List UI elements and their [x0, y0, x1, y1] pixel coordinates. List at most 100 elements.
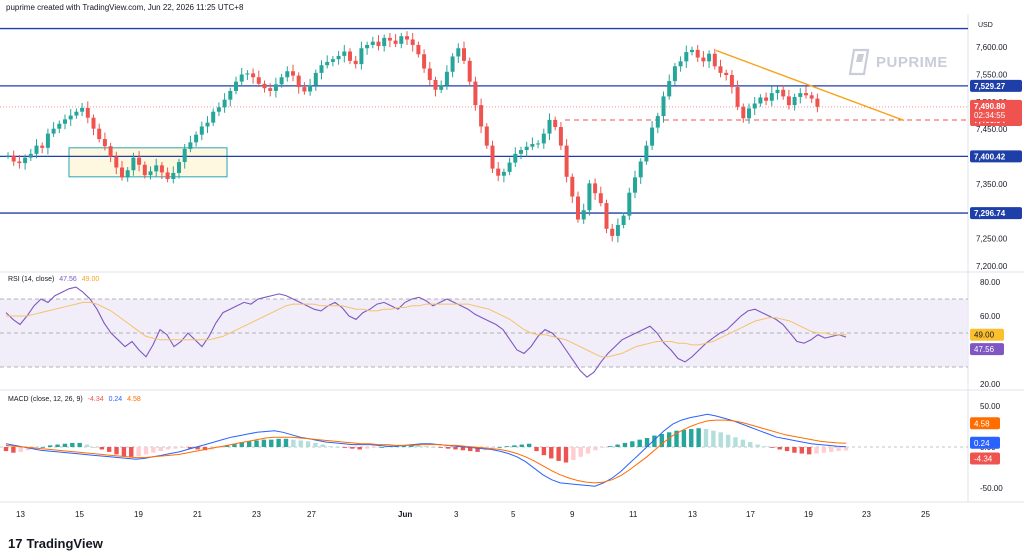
candle-body	[399, 36, 404, 44]
macd-histogram-bar	[652, 435, 657, 447]
countdown-label: 02:34:55	[974, 111, 1006, 120]
macd-histogram-bar	[239, 442, 244, 447]
macd-histogram-bar	[202, 447, 208, 451]
macd-value-tag-label: 4.58	[974, 419, 990, 428]
macd-histogram-bar	[578, 447, 583, 457]
macd-histogram-bar	[40, 447, 46, 448]
candle-body	[57, 123, 62, 129]
level-price-tag-label: 7,296.74	[974, 209, 1006, 218]
time-tick-label: 13	[688, 510, 697, 519]
time-tick-label: 25	[921, 510, 930, 519]
candle-body	[439, 85, 444, 90]
rsi-tag-label: 47.56	[974, 345, 995, 354]
macd-histogram-bar	[99, 447, 104, 450]
macd-histogram-bar	[512, 445, 517, 447]
candle-body	[570, 176, 575, 197]
candle-body	[735, 87, 740, 107]
macd-histogram-bar	[718, 432, 723, 447]
macd-histogram-bar	[11, 447, 16, 453]
candle-body	[251, 73, 256, 78]
tradingview-mark-icon: 17	[8, 536, 23, 551]
candle-body	[604, 203, 609, 229]
candle-body	[336, 55, 341, 60]
macd-histogram-bar	[644, 438, 650, 447]
candle-body	[427, 68, 432, 80]
candle-body	[558, 127, 563, 146]
candle-body	[707, 53, 712, 62]
macd-histogram-bar	[276, 438, 281, 447]
macd-histogram-bar	[571, 447, 576, 461]
candle-body	[137, 157, 142, 165]
time-tick-label: 27	[307, 510, 316, 519]
candle-body	[228, 90, 233, 100]
macd-histogram-bar	[777, 447, 782, 450]
macd-histogram-bar	[630, 441, 635, 447]
rsi-tick-label: 20.00	[980, 380, 1001, 389]
macd-histogram-bar	[711, 430, 716, 447]
candle-body	[672, 66, 677, 82]
candle-body	[256, 77, 261, 84]
candle-body	[690, 49, 694, 53]
candle-body	[171, 172, 176, 180]
macd-histogram-bar	[497, 447, 502, 448]
candle-body	[627, 192, 632, 216]
candle-body	[655, 116, 660, 128]
candle-body	[798, 93, 803, 97]
macd-histogram-bar	[475, 447, 480, 452]
candle-body	[638, 161, 643, 178]
downtrend-line	[715, 49, 905, 122]
candle-body	[786, 96, 791, 106]
candle-body	[148, 171, 153, 176]
time-tick-label: 17	[746, 510, 755, 519]
macd-histogram-bar	[556, 447, 561, 461]
macd-histogram-bar	[519, 444, 524, 447]
macd-histogram-bar	[703, 429, 709, 447]
candle-body	[576, 196, 580, 220]
rsi-tag	[970, 343, 1004, 356]
candle-body	[712, 53, 717, 67]
candle-body	[444, 71, 449, 86]
time-tick-label: 3	[454, 510, 459, 519]
candle-body	[342, 51, 347, 56]
candle-body	[239, 74, 244, 82]
price-tick-label: 7,600.00	[976, 43, 1008, 52]
macd-histogram-bar	[836, 447, 841, 452]
macd-value-tag	[970, 436, 1000, 449]
candle-body	[125, 170, 130, 178]
candle-body	[11, 155, 16, 162]
macd-histogram-bar	[453, 447, 458, 450]
tradingview-logo[interactable]: 17 TradingView	[8, 536, 103, 551]
candle-body	[353, 60, 358, 65]
candle-body	[667, 81, 672, 97]
candle-body	[188, 142, 193, 149]
macd-histogram-bar	[188, 447, 193, 449]
candle-body	[541, 133, 546, 144]
candle-body	[40, 145, 45, 148]
candle-body	[268, 88, 273, 91]
candle-body	[581, 210, 586, 220]
macd-histogram-bar	[165, 447, 171, 450]
macd-histogram-bar	[328, 446, 333, 447]
candle-body	[792, 96, 797, 106]
macd-histogram-bar	[770, 447, 775, 448]
macd-title: MACD (close, 12, 26, 9)	[8, 396, 83, 403]
candle-body	[804, 93, 808, 96]
macd-histogram-bar	[224, 445, 230, 447]
level-price-tag	[970, 150, 1022, 163]
macd-histogram-bar	[829, 447, 834, 452]
candle-body	[159, 165, 164, 173]
macd-histogram-bar	[585, 447, 591, 454]
candle-body	[296, 75, 301, 88]
candle-body	[769, 93, 774, 101]
candle-body	[154, 165, 159, 172]
candle-body	[530, 143, 535, 147]
candle-body	[359, 48, 364, 65]
macd-histogram-bar	[269, 439, 274, 447]
macd-histogram-bar	[784, 447, 790, 452]
macd-legend: MACD (close, 12, 26, 9) -4.34 0.24 4.58	[8, 396, 144, 403]
candle-body	[85, 107, 90, 118]
candle-body	[80, 107, 85, 112]
macd-histogram-bar	[725, 434, 731, 447]
macd-histogram-bar	[357, 447, 362, 450]
